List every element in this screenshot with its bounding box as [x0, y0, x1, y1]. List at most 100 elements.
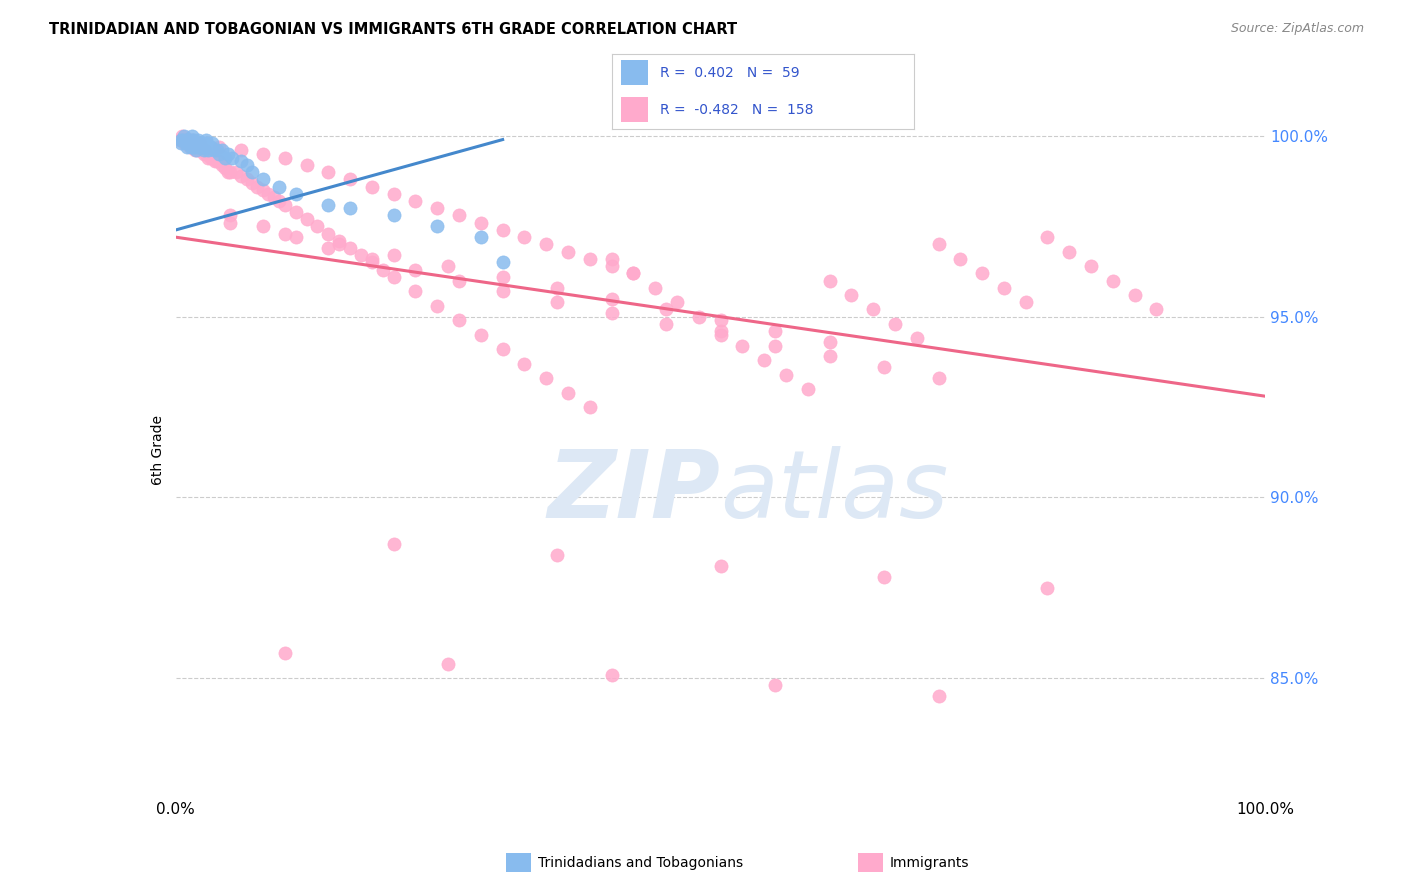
Point	[621, 266, 644, 280]
Point	[862, 302, 884, 317]
Point	[181, 140, 204, 154]
Point	[437, 657, 460, 671]
Point	[492, 343, 515, 357]
Point	[176, 132, 198, 146]
Point	[644, 281, 666, 295]
Point	[655, 302, 678, 317]
Point	[492, 223, 515, 237]
Point	[928, 237, 950, 252]
Point	[211, 144, 233, 158]
Text: atlas: atlas	[721, 446, 949, 537]
Point	[339, 241, 361, 255]
Point	[295, 212, 318, 227]
Point	[181, 128, 204, 143]
Point	[179, 140, 201, 154]
Point	[208, 140, 231, 154]
Point	[194, 144, 217, 158]
Text: Immigrants: Immigrants	[890, 855, 970, 870]
Point	[546, 295, 568, 310]
Point	[318, 227, 340, 241]
Point	[339, 172, 361, 186]
Point	[173, 128, 195, 143]
Text: R =  -0.482   N =  158: R = -0.482 N = 158	[659, 103, 814, 117]
Point	[184, 136, 207, 151]
Point	[181, 132, 204, 146]
Point	[688, 310, 710, 324]
Point	[186, 144, 209, 158]
Point	[190, 140, 212, 154]
Point	[295, 158, 318, 172]
Point	[252, 219, 274, 234]
Point	[763, 678, 786, 692]
Point	[382, 269, 405, 284]
Point	[534, 371, 557, 385]
Point	[172, 128, 194, 143]
Point	[219, 216, 242, 230]
Point	[1015, 295, 1038, 310]
Point	[949, 252, 972, 266]
Point	[621, 266, 644, 280]
Point	[181, 140, 204, 154]
Point	[187, 136, 209, 151]
Bar	[620, 96, 648, 122]
Point	[174, 132, 197, 146]
Text: Trinidadians and Tobagonians: Trinidadians and Tobagonians	[538, 855, 744, 870]
Point	[191, 144, 214, 158]
Point	[928, 371, 950, 385]
Point	[217, 165, 239, 179]
Point	[169, 132, 191, 146]
Point	[177, 132, 200, 146]
Point	[600, 667, 623, 681]
Point	[796, 382, 818, 396]
Point	[1144, 302, 1167, 317]
Point	[231, 154, 253, 169]
Point	[1123, 288, 1146, 302]
Point	[318, 197, 340, 211]
Point	[447, 274, 470, 288]
Point	[426, 219, 449, 234]
Point	[928, 690, 950, 704]
Point	[179, 136, 201, 151]
Point	[214, 161, 236, 176]
Point	[231, 144, 253, 158]
Point	[447, 313, 470, 327]
Point	[195, 147, 218, 161]
Point	[818, 334, 841, 349]
Point	[188, 140, 211, 154]
Point	[172, 132, 194, 146]
Point	[181, 136, 204, 151]
Point	[579, 252, 602, 266]
Point	[202, 144, 225, 158]
Point	[710, 313, 733, 327]
Point	[194, 140, 217, 154]
Point	[274, 646, 297, 660]
Point	[818, 350, 841, 364]
Point	[177, 136, 200, 151]
Point	[600, 252, 623, 266]
Point	[191, 136, 214, 151]
Point	[318, 165, 340, 179]
Point	[197, 151, 219, 165]
Point	[405, 262, 427, 277]
Point	[211, 158, 233, 172]
Point	[470, 327, 492, 342]
Point	[307, 219, 329, 234]
Point	[426, 299, 449, 313]
Text: TRINIDADIAN AND TOBAGONIAN VS IMMIGRANTS 6TH GRADE CORRELATION CHART: TRINIDADIAN AND TOBAGONIAN VS IMMIGRANTS…	[49, 22, 737, 37]
Point	[188, 136, 211, 151]
Point	[905, 331, 928, 345]
Point	[470, 230, 492, 244]
Point	[173, 136, 195, 151]
Point	[197, 144, 219, 158]
Point	[176, 140, 198, 154]
Point	[710, 559, 733, 574]
Point	[873, 570, 896, 584]
Point	[382, 209, 405, 223]
Point	[208, 154, 231, 169]
Point	[183, 140, 205, 154]
Point	[426, 201, 449, 215]
Point	[200, 151, 222, 165]
Point	[371, 262, 394, 277]
Point	[235, 158, 257, 172]
Point	[534, 237, 557, 252]
